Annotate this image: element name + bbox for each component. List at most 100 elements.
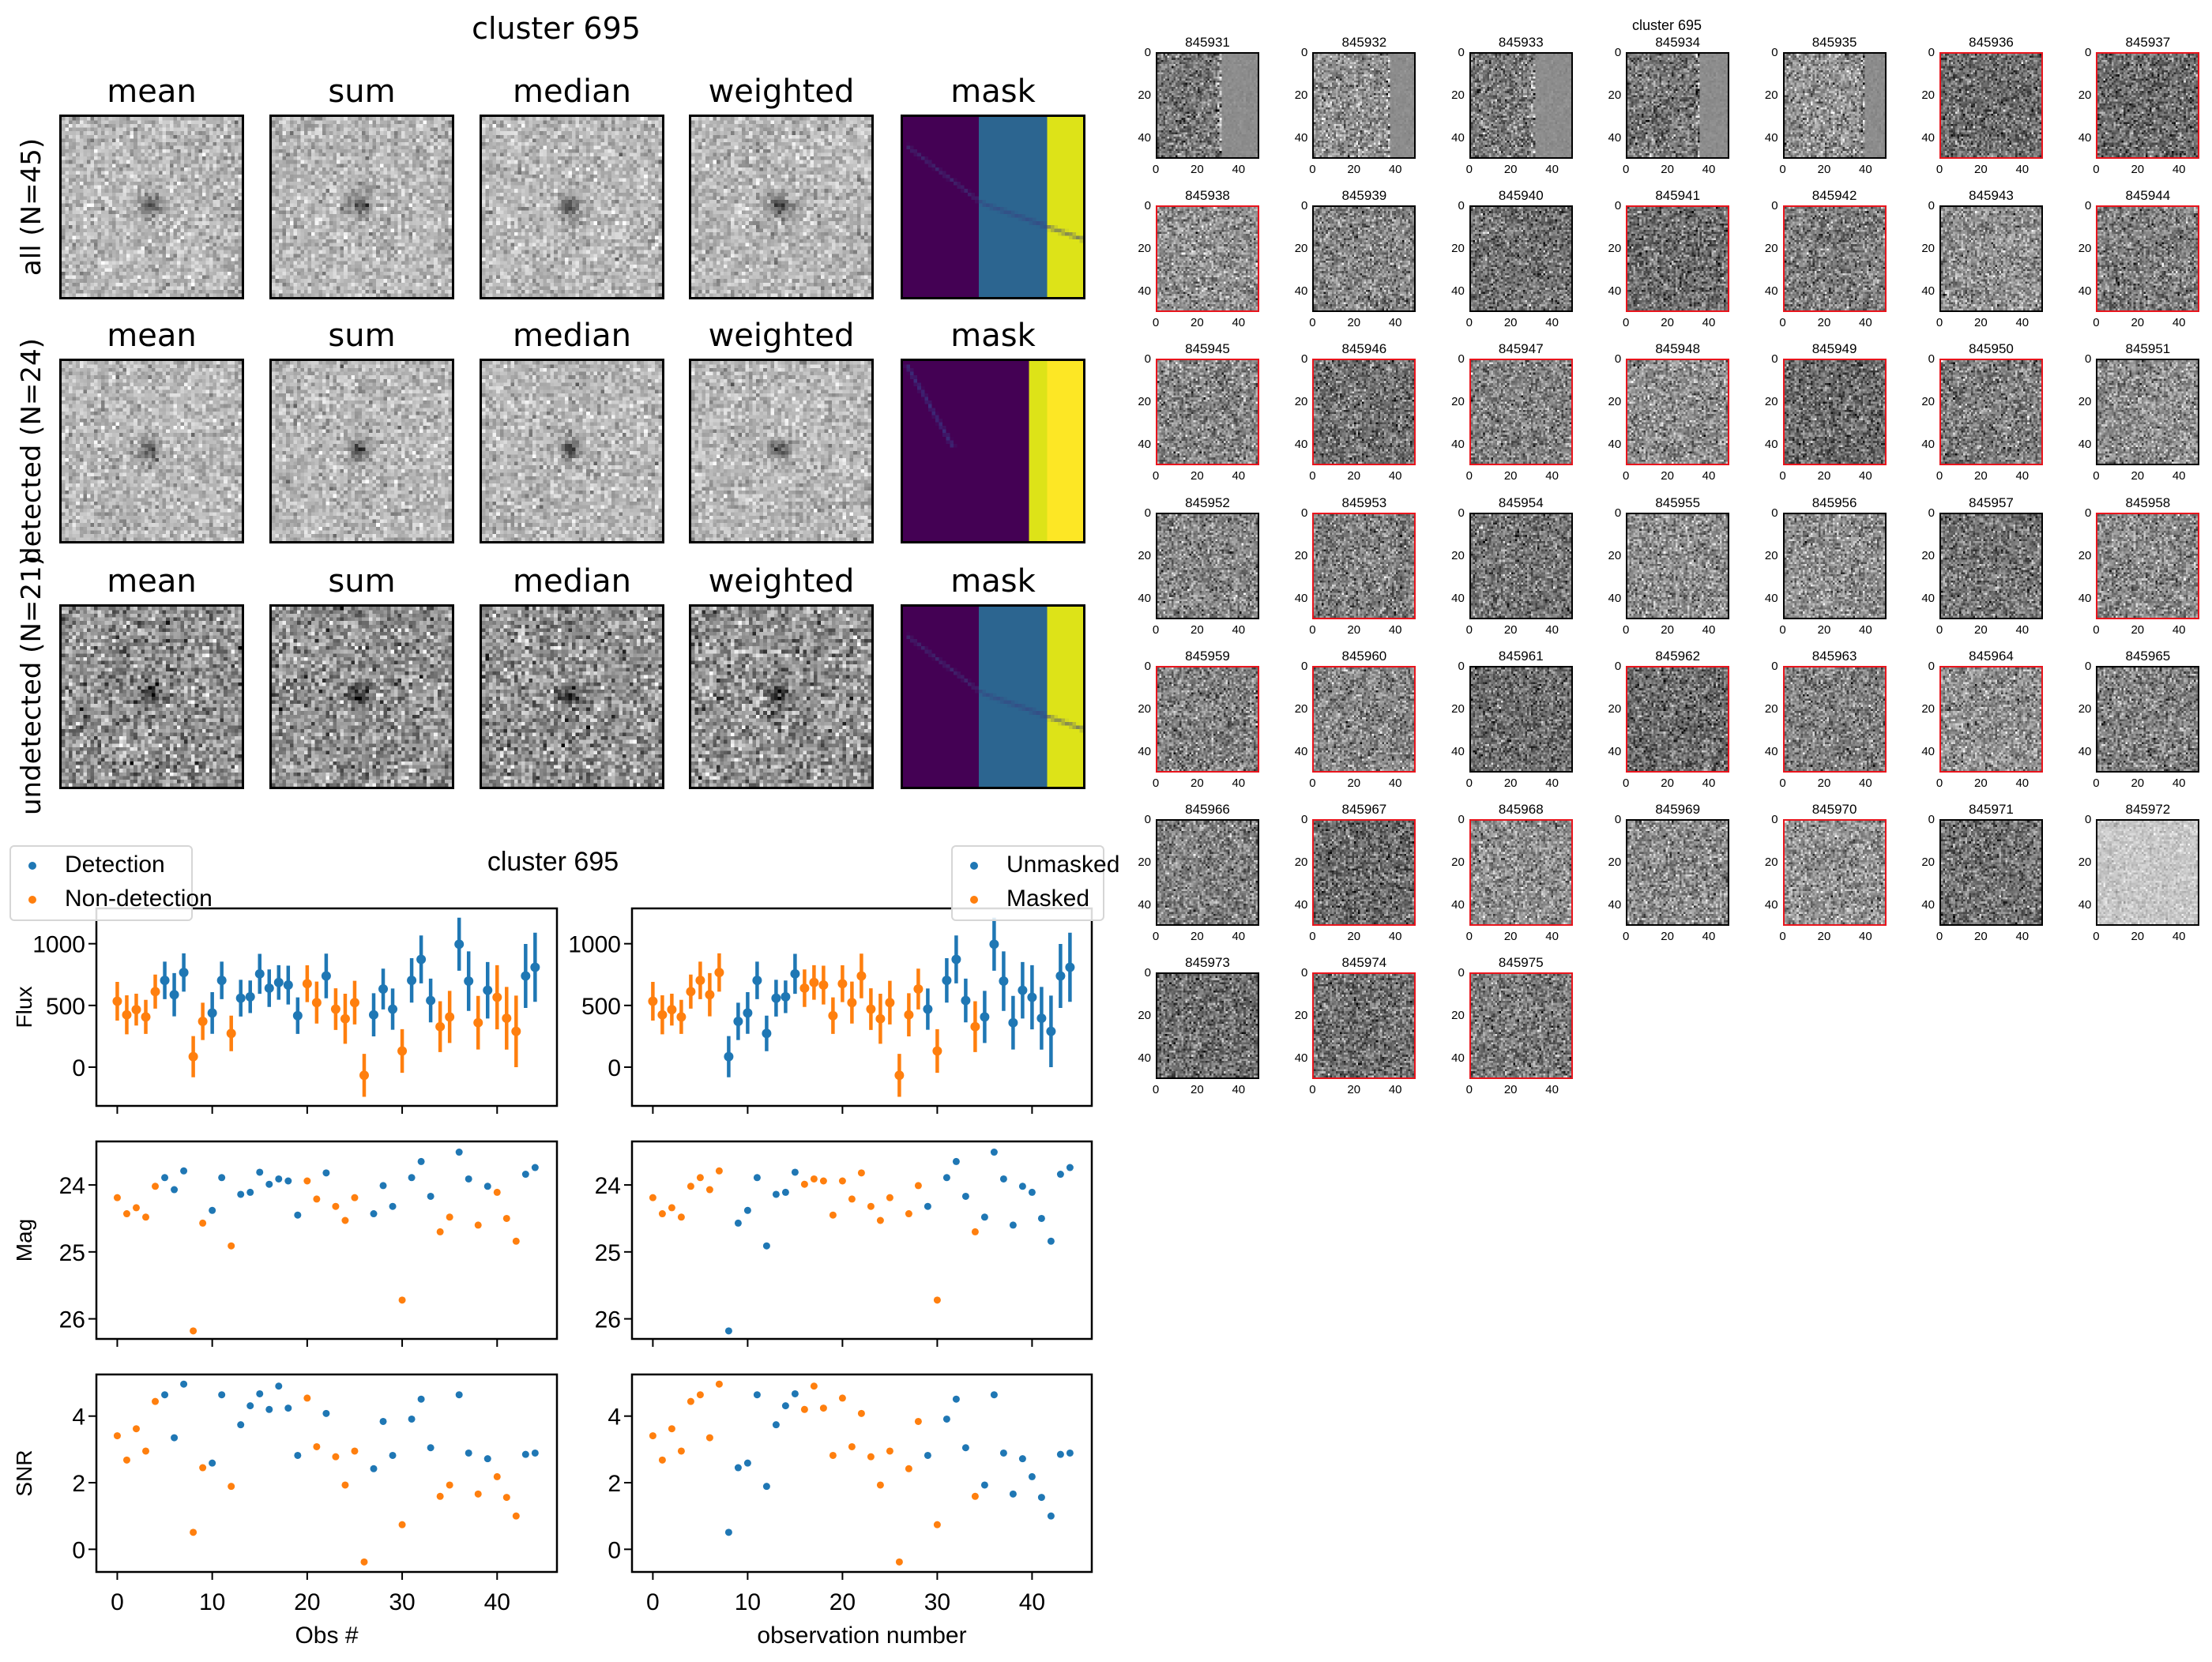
x-axis-label: observation number — [757, 1623, 966, 1649]
thumbnail-image — [1312, 205, 1416, 313]
data-point — [667, 1005, 677, 1015]
thumbnail-845970: 845970 0 0 20 20 40 40 — [1765, 802, 1887, 943]
data-point — [351, 1194, 359, 1201]
thumbnail-image — [1626, 359, 1730, 466]
y-tick-label: 0 — [1771, 659, 1778, 673]
data-point — [445, 1012, 455, 1022]
data-point — [1066, 1164, 1074, 1171]
x-tick-label: 40 — [1702, 776, 1716, 790]
x-tick-label: 0 — [2093, 622, 2100, 637]
data-point — [246, 1188, 254, 1196]
data-point — [914, 1182, 922, 1190]
thumbnail-845949: 845949 0 0 20 20 40 40 — [1765, 341, 1887, 483]
data-point — [649, 1432, 656, 1440]
x-tick-label: 40 — [1232, 163, 1246, 176]
data-point — [932, 1046, 942, 1056]
data-point — [492, 992, 502, 1002]
thumbnail-title: 845947 — [1498, 341, 1544, 357]
thumbnail-title: 845969 — [1655, 802, 1701, 817]
data-point — [1027, 992, 1037, 1002]
data-point — [799, 983, 810, 993]
data-point — [1036, 1013, 1047, 1024]
y-tick-label: 20 — [1608, 88, 1622, 102]
y-tick-label: 24 — [59, 1173, 85, 1199]
data-point — [914, 1417, 922, 1425]
x-tick-label: 0 — [1152, 622, 1160, 637]
x-tick-label: 20 — [1347, 930, 1361, 943]
data-point — [427, 1192, 434, 1200]
data-point — [209, 1459, 216, 1467]
y-tick-label: 40 — [1451, 1051, 1465, 1066]
x-tick-label: 20 — [1974, 469, 1988, 483]
y-tick-label: 20 — [1294, 1009, 1308, 1023]
thumbnail-845953: 845953 0 0 20 20 40 40 — [1295, 495, 1416, 637]
data-point — [113, 1194, 121, 1201]
x-tick-label: 20 — [1503, 316, 1518, 330]
data-point — [303, 1177, 311, 1185]
y-tick-label: 0 — [608, 1537, 621, 1563]
data-point — [378, 984, 389, 995]
thumbnail-image — [2096, 52, 2200, 159]
y-tick-label: 1000 — [568, 932, 621, 958]
data-point — [791, 1389, 799, 1397]
data-point — [313, 1442, 321, 1450]
x-tick-label: 0 — [1152, 1083, 1160, 1097]
thumbnail-title: 845957 — [1969, 494, 2014, 510]
x-tick-label: 20 — [1661, 469, 1674, 483]
data-point — [369, 1010, 379, 1020]
thumbnail-845940: 845940 0 0 20 20 40 40 — [1451, 188, 1573, 329]
thumbnail-image — [2096, 205, 2200, 313]
y-tick-label: 40 — [1294, 284, 1308, 299]
thumbnail-image — [1939, 205, 2043, 313]
legend-marker — [28, 862, 36, 870]
y-tick-label: 0 — [1144, 659, 1151, 673]
thumbnail-title: 845971 — [1969, 802, 2014, 817]
thumbnail-image — [1312, 819, 1416, 926]
thumbnail-title: 845963 — [1811, 648, 1857, 664]
data-point — [848, 1195, 856, 1203]
data-point — [961, 1192, 969, 1200]
data-point — [696, 1174, 704, 1182]
thumbnail-title: 845946 — [1341, 341, 1387, 357]
data-point — [284, 1177, 292, 1185]
column-title: mask — [950, 318, 1036, 354]
data-point — [246, 1402, 254, 1410]
axes-frame — [630, 1373, 1093, 1574]
thumbnail-845939: 845939 0 0 20 20 40 40 — [1295, 188, 1416, 329]
x-tick-label: 20 — [1817, 930, 1831, 943]
y-tick-label: 40 — [1608, 591, 1622, 605]
data-point — [408, 1174, 416, 1182]
y-tick-label: 0 — [1614, 659, 1622, 673]
x-tick-label: 0 — [1465, 469, 1473, 483]
thumbnail-845943: 845943 0 0 20 20 40 40 — [1921, 188, 2043, 329]
thumbnail-845962: 845962 0 0 20 20 40 40 — [1608, 649, 1730, 790]
data-point — [905, 1210, 912, 1218]
thumbnail-image — [1782, 819, 1887, 926]
y-tick-label: 26 — [595, 1307, 621, 1333]
legend-top-right: Unmasked Masked — [951, 845, 1119, 921]
data-point — [254, 968, 265, 979]
thumbnail-image — [1312, 972, 1416, 1080]
x-tick-label: 20 — [1817, 163, 1831, 176]
data-point — [142, 1213, 150, 1221]
y-tick-label: 40 — [1764, 591, 1778, 605]
y-tick-label: 40 — [1138, 438, 1151, 452]
y-tick-label: 40 — [1294, 591, 1308, 605]
y-tick-label: 0 — [1301, 813, 1308, 826]
thumbnail-title: 845938 — [1185, 188, 1230, 204]
data-point — [511, 1026, 521, 1036]
y-tick-label: 0 — [1928, 352, 1935, 367]
thumbnail-grid-title: cluster 695 — [1631, 17, 1702, 33]
thumbnail-845934: 845934 0 0 20 20 40 40 — [1608, 35, 1730, 176]
thumbnail-image — [1156, 972, 1259, 1080]
x-tick-label: 40 — [2172, 316, 2186, 330]
data-point — [819, 1404, 827, 1412]
y-tick-label: 20 — [1921, 88, 1935, 102]
data-point — [677, 1447, 685, 1455]
data-point — [349, 998, 359, 1008]
y-tick-label: 0 — [1771, 199, 1778, 213]
x-tick-label: 40 — [1859, 776, 1872, 790]
data-point — [933, 1296, 941, 1304]
thumbnail-title: 845939 — [1341, 188, 1387, 204]
x-tick-label: 0 — [1779, 469, 1786, 483]
